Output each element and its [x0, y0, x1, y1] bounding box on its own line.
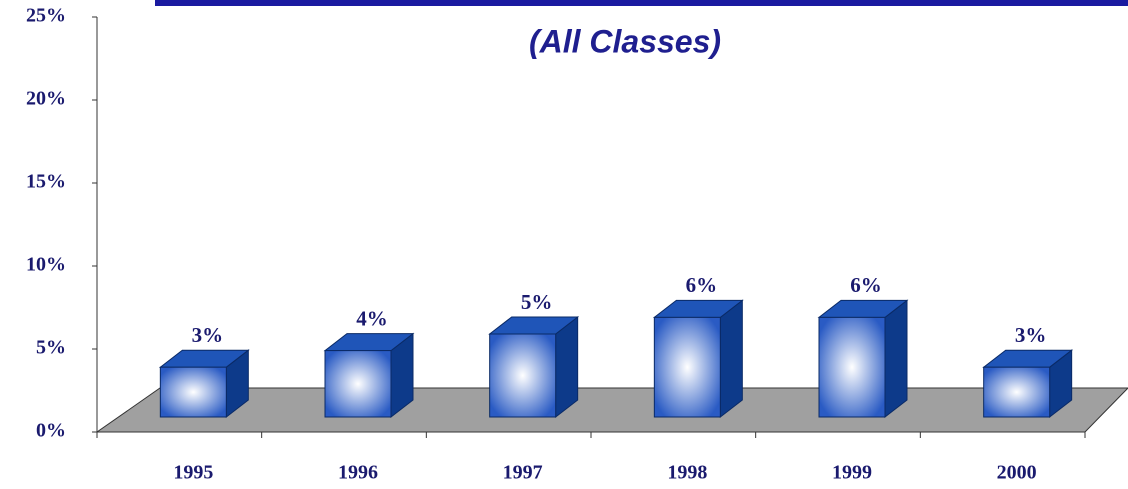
value-label: 6% [686, 273, 718, 297]
y-tick-label: 20% [26, 88, 66, 110]
bar-side [884, 299, 908, 419]
value-label: 4% [356, 306, 388, 330]
x-tick-label: 1997 [503, 462, 543, 484]
value-label: 3% [192, 323, 224, 347]
y-tick-label: 0% [36, 420, 66, 442]
value-label: 3% [1015, 323, 1047, 347]
x-tick-label: 1996 [338, 462, 378, 484]
bar [653, 316, 721, 418]
bar [983, 366, 1051, 418]
chart-title: (All Classes) [529, 23, 721, 59]
floor [95, 387, 1128, 433]
x-tick-label: 1995 [173, 462, 213, 484]
y-tick-label: 10% [26, 254, 66, 276]
bar [324, 350, 392, 418]
value-label: 6% [850, 273, 882, 297]
bar [818, 316, 886, 418]
bar-side [719, 299, 743, 419]
x-tick-label: 2000 [997, 462, 1037, 484]
y-tick-label: 5% [36, 337, 66, 359]
y-tick-label: 25% [26, 5, 66, 27]
x-tick-label: 1999 [832, 462, 872, 484]
x-tick-label: 1998 [667, 462, 707, 484]
value-label: 5% [521, 290, 553, 314]
title-rule [155, 0, 1128, 6]
bar [489, 333, 557, 418]
y-tick-label: 15% [26, 171, 66, 193]
bar [159, 366, 227, 418]
